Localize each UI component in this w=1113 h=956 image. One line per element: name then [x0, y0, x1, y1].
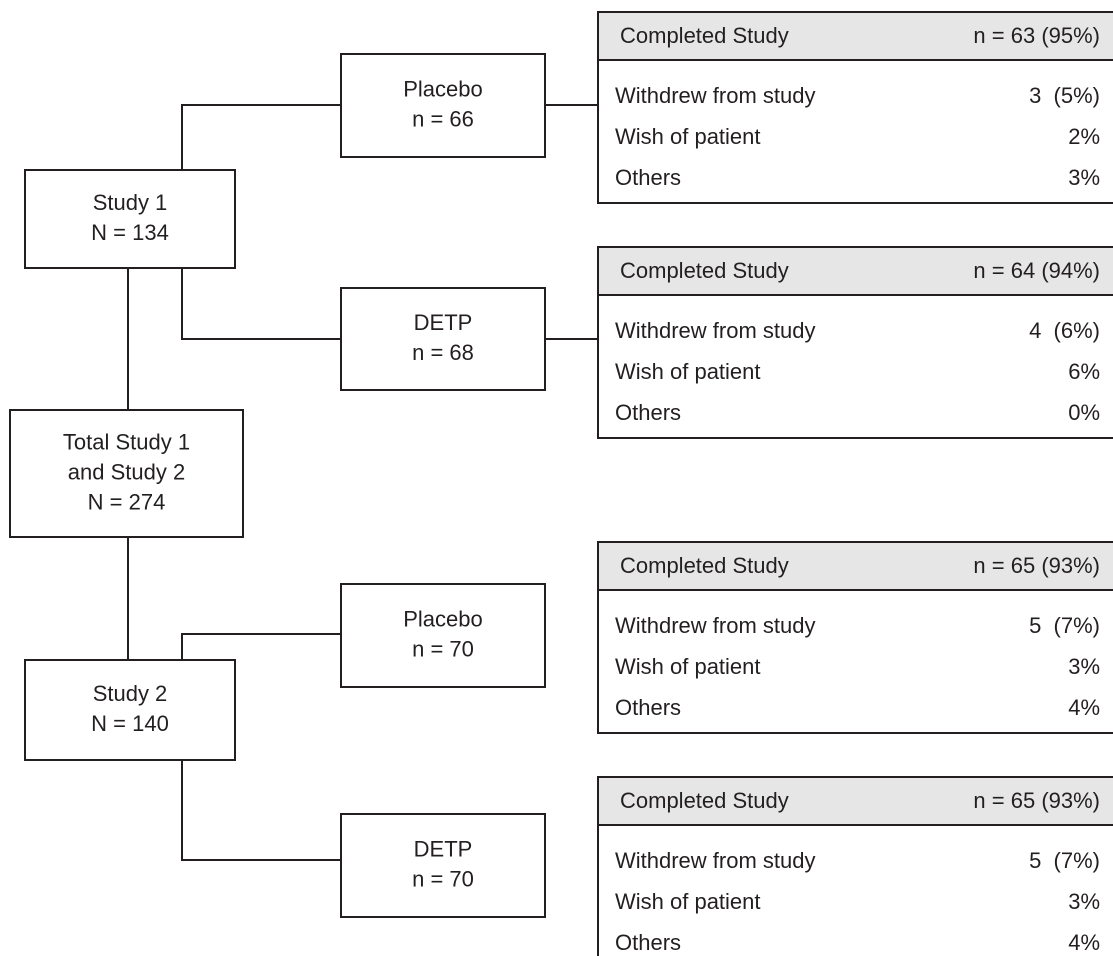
table-header-value: n = 65 (93%) [973, 788, 1100, 813]
node-label: n = 70 [412, 636, 474, 661]
table-header-bg [598, 12, 1113, 60]
table-header-bg [598, 247, 1113, 295]
row-value: 3% [1068, 654, 1100, 679]
node-label: N = 134 [91, 220, 169, 245]
row-value: 3% [1068, 165, 1100, 190]
node-label: Study 1 [93, 190, 168, 215]
node-box [340, 53, 546, 158]
node-label: DETP [414, 836, 473, 861]
node-box [340, 813, 546, 918]
row-label: Wish of patient [615, 889, 761, 914]
table-border [597, 776, 1113, 956]
row-label: Others [615, 695, 681, 720]
table-header-bg [598, 542, 1113, 590]
row-label: Wish of patient [615, 124, 761, 149]
row-value: 5 (7%) [1029, 613, 1100, 638]
row-value: 3 (5%) [1029, 83, 1100, 108]
node-box [340, 287, 546, 391]
row-label: Wish of patient [615, 654, 761, 679]
table-header-label: Completed Study [620, 258, 789, 283]
row-value: 5 (7%) [1029, 848, 1100, 873]
table-border [597, 541, 1113, 734]
table-border [597, 246, 1113, 439]
node-label: n = 68 [412, 340, 474, 365]
node-label: Placebo [403, 606, 483, 631]
connectors [127, 104, 598, 861]
table-header-bg [598, 777, 1113, 825]
row-label: Withdrew from study [615, 318, 816, 343]
node-label: N = 274 [88, 489, 166, 514]
node-label: n = 70 [412, 866, 474, 891]
table-header-value: n = 63 (95%) [973, 23, 1100, 48]
row-label: Others [615, 930, 681, 955]
node-label: Total Study 1 [63, 429, 190, 454]
node-box [24, 169, 236, 269]
row-value: 4 (6%) [1029, 318, 1100, 343]
row-label: Withdrew from study [615, 83, 816, 108]
node-label: Placebo [403, 76, 483, 101]
node-label: N = 140 [91, 711, 169, 736]
node-label: and Study 2 [68, 459, 185, 484]
row-value: 0% [1068, 400, 1100, 425]
node-label: n = 66 [412, 106, 474, 131]
row-value: 6% [1068, 359, 1100, 384]
row-label: Others [615, 165, 681, 190]
table-header-value: n = 64 (94%) [973, 258, 1100, 283]
row-value: 4% [1068, 930, 1100, 955]
table-header-label: Completed Study [620, 23, 789, 48]
row-label: Others [615, 400, 681, 425]
node-label: Study 2 [93, 681, 168, 706]
row-label: Wish of patient [615, 359, 761, 384]
node-box [24, 659, 236, 761]
row-value: 2% [1068, 124, 1100, 149]
connector-lines [127, 104, 598, 861]
table-header-label: Completed Study [620, 788, 789, 813]
node-box [9, 409, 244, 538]
table-header-label: Completed Study [620, 553, 789, 578]
row-label: Withdrew from study [615, 848, 816, 873]
table-border [597, 11, 1113, 204]
row-value: 4% [1068, 695, 1100, 720]
row-value: 3% [1068, 889, 1100, 914]
row-label: Withdrew from study [615, 613, 816, 638]
table-header-value: n = 65 (93%) [973, 553, 1100, 578]
node-label: DETP [414, 310, 473, 335]
node-box [340, 583, 546, 688]
